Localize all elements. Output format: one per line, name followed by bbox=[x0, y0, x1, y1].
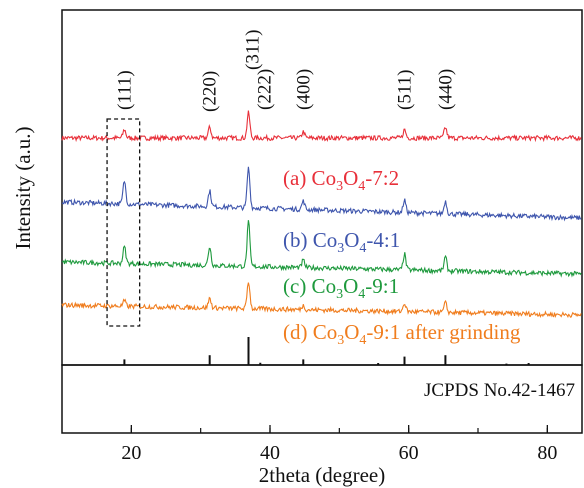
peak-label-5: (511) bbox=[395, 70, 416, 110]
series-line-1 bbox=[61, 166, 582, 222]
x-tick-label-0: 20 bbox=[121, 442, 141, 464]
x-tick-label-1: 40 bbox=[260, 442, 280, 464]
peak-label-0: (111) bbox=[114, 70, 135, 110]
legend-label-2: (c) Co3O4-9:1 bbox=[283, 274, 399, 302]
peak-label-6: (440) bbox=[435, 69, 456, 110]
series-layer bbox=[61, 110, 582, 319]
highlight-box-111 bbox=[106, 118, 141, 327]
series-line-0 bbox=[61, 110, 582, 143]
reference-layer bbox=[123, 337, 530, 365]
x-tick-label-2: 60 bbox=[399, 442, 419, 464]
x-tick-label-3: 80 bbox=[537, 442, 557, 464]
legend-label-0: (a) Co3O4-7:2 bbox=[283, 166, 399, 194]
peak-label-2: (311) bbox=[243, 30, 264, 70]
y-axis-title: Intensity (a.u.) bbox=[11, 126, 35, 249]
series-line-3 bbox=[61, 282, 582, 319]
peak-label-3: (222) bbox=[254, 69, 275, 110]
legend-layer: (a) Co3O4-7:2 (b) Co3O4-4:1 (c) Co3O4-9:1 (… bbox=[283, 166, 521, 348]
peak-label-4: (400) bbox=[293, 69, 314, 110]
legend-label-1: (b) Co3O4-4:1 bbox=[283, 228, 400, 256]
series-line-2 bbox=[61, 220, 582, 278]
lower-plot-frame bbox=[61, 364, 583, 434]
peak-label-1: (220) bbox=[200, 71, 221, 112]
peak-label-layer: (111) (220) (311)(222) (400) (511) (440) bbox=[114, 30, 456, 112]
reference-label: JCPDS No.42-1467 bbox=[424, 380, 575, 401]
legend-label-3: (d) Co3O4-9:1 after grinding bbox=[283, 320, 521, 348]
tick-layer: 20 40 60 80 bbox=[121, 425, 557, 464]
x-axis-title: 2theta (degree) bbox=[259, 463, 386, 487]
